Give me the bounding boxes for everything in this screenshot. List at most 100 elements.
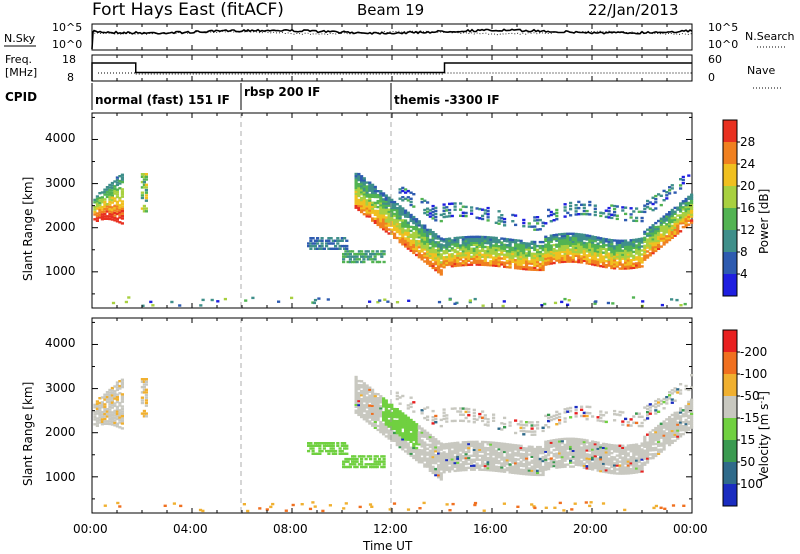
power-cell [478,237,482,241]
velocity-cell [105,422,109,425]
power-cell [360,252,364,256]
velocity-cell [456,459,460,462]
velocity-cell [398,402,402,405]
power-cell [577,254,581,258]
power-cell [371,209,375,212]
velocity-cell [637,448,641,452]
power-cell [357,200,361,204]
power-cell [417,244,421,247]
power-cell [412,217,416,221]
power-cell [516,249,520,252]
power-cell [461,260,465,263]
power-cell [404,211,408,214]
power-cell [635,248,639,251]
velocity-cell [558,448,562,451]
velocity-cell [110,418,114,421]
velocity-cell [390,405,394,409]
velocity-cell [588,441,592,445]
velocity-cell [393,409,397,413]
velocity-cell [366,463,370,466]
velocity-cell [519,448,523,452]
velocity-cell [360,403,364,407]
power-cell [360,196,364,200]
velocity-cell [580,408,584,411]
power-cell [624,259,628,262]
power-cell [277,300,281,303]
velocity-cell [648,433,652,436]
power-cell [599,257,603,260]
power-cell [486,240,490,243]
power-cell [426,256,430,259]
velocity-cell [508,471,512,474]
power-cell [401,235,405,238]
velocity-cell [555,438,559,441]
velocity-cell [646,449,650,452]
power-cell [428,248,432,252]
power-cell [599,245,603,248]
power-colorbar-swatch [723,142,737,164]
power-cell [566,238,570,241]
power-cell [544,245,548,248]
velocity-cell [599,452,603,455]
power-cell [555,237,559,240]
velocity-cell [115,383,119,387]
velocity-cell [676,427,680,430]
power-cell [467,245,471,249]
power-cell [549,250,553,253]
power-cell [594,300,598,303]
velocity-cell [481,454,485,458]
velocity-cell [456,443,460,446]
power-cell [412,225,416,229]
power-cell [555,214,559,218]
velocity-cell [353,463,357,466]
power-cell [149,300,153,304]
power-cell [547,245,551,248]
velocity-cell [492,465,496,468]
velocity-cell [95,402,99,406]
power-cell [406,221,410,224]
velocity-cell [342,507,346,510]
power-cell [393,232,397,235]
power-cell [489,246,493,249]
velocity-cell [464,460,468,464]
power-cell [407,299,411,302]
power-cell [417,234,421,237]
velocity-cell [577,459,581,463]
power-cell [343,237,347,240]
power-cell [489,264,493,267]
velocity-cell [569,457,573,460]
velocity-cell [604,467,608,470]
velocity-cell [398,443,402,447]
velocity-cell [307,442,311,445]
power-cell [115,220,119,223]
power-cell [354,188,358,192]
velocity-cell [646,457,650,460]
velocity-cell [640,452,644,455]
velocity-cell [428,435,432,439]
velocity-cell [404,446,408,449]
power-cell [632,254,636,258]
power-cell [309,247,313,250]
power-cell [500,257,504,260]
velocity-cell [544,440,548,443]
velocity-cell [120,422,124,425]
velocity-cell [376,414,380,418]
power-cell [593,253,597,257]
power-cell [511,238,515,242]
power-cell [552,249,556,253]
velocity-cell [569,441,573,444]
velocity-cell [536,463,540,467]
power-cell [420,236,424,239]
power-cell [679,204,683,207]
velocity-cell [602,448,606,451]
power-cell [629,255,633,258]
power-cell [442,266,446,269]
velocity-cell [604,451,608,454]
velocity-cell [371,406,375,409]
power-cell [371,183,375,187]
velocity-cell [322,444,326,447]
velocity-cell [505,462,509,466]
velocity-cell [536,427,540,430]
velocity-cell [547,453,551,457]
velocity-cell [522,433,526,436]
